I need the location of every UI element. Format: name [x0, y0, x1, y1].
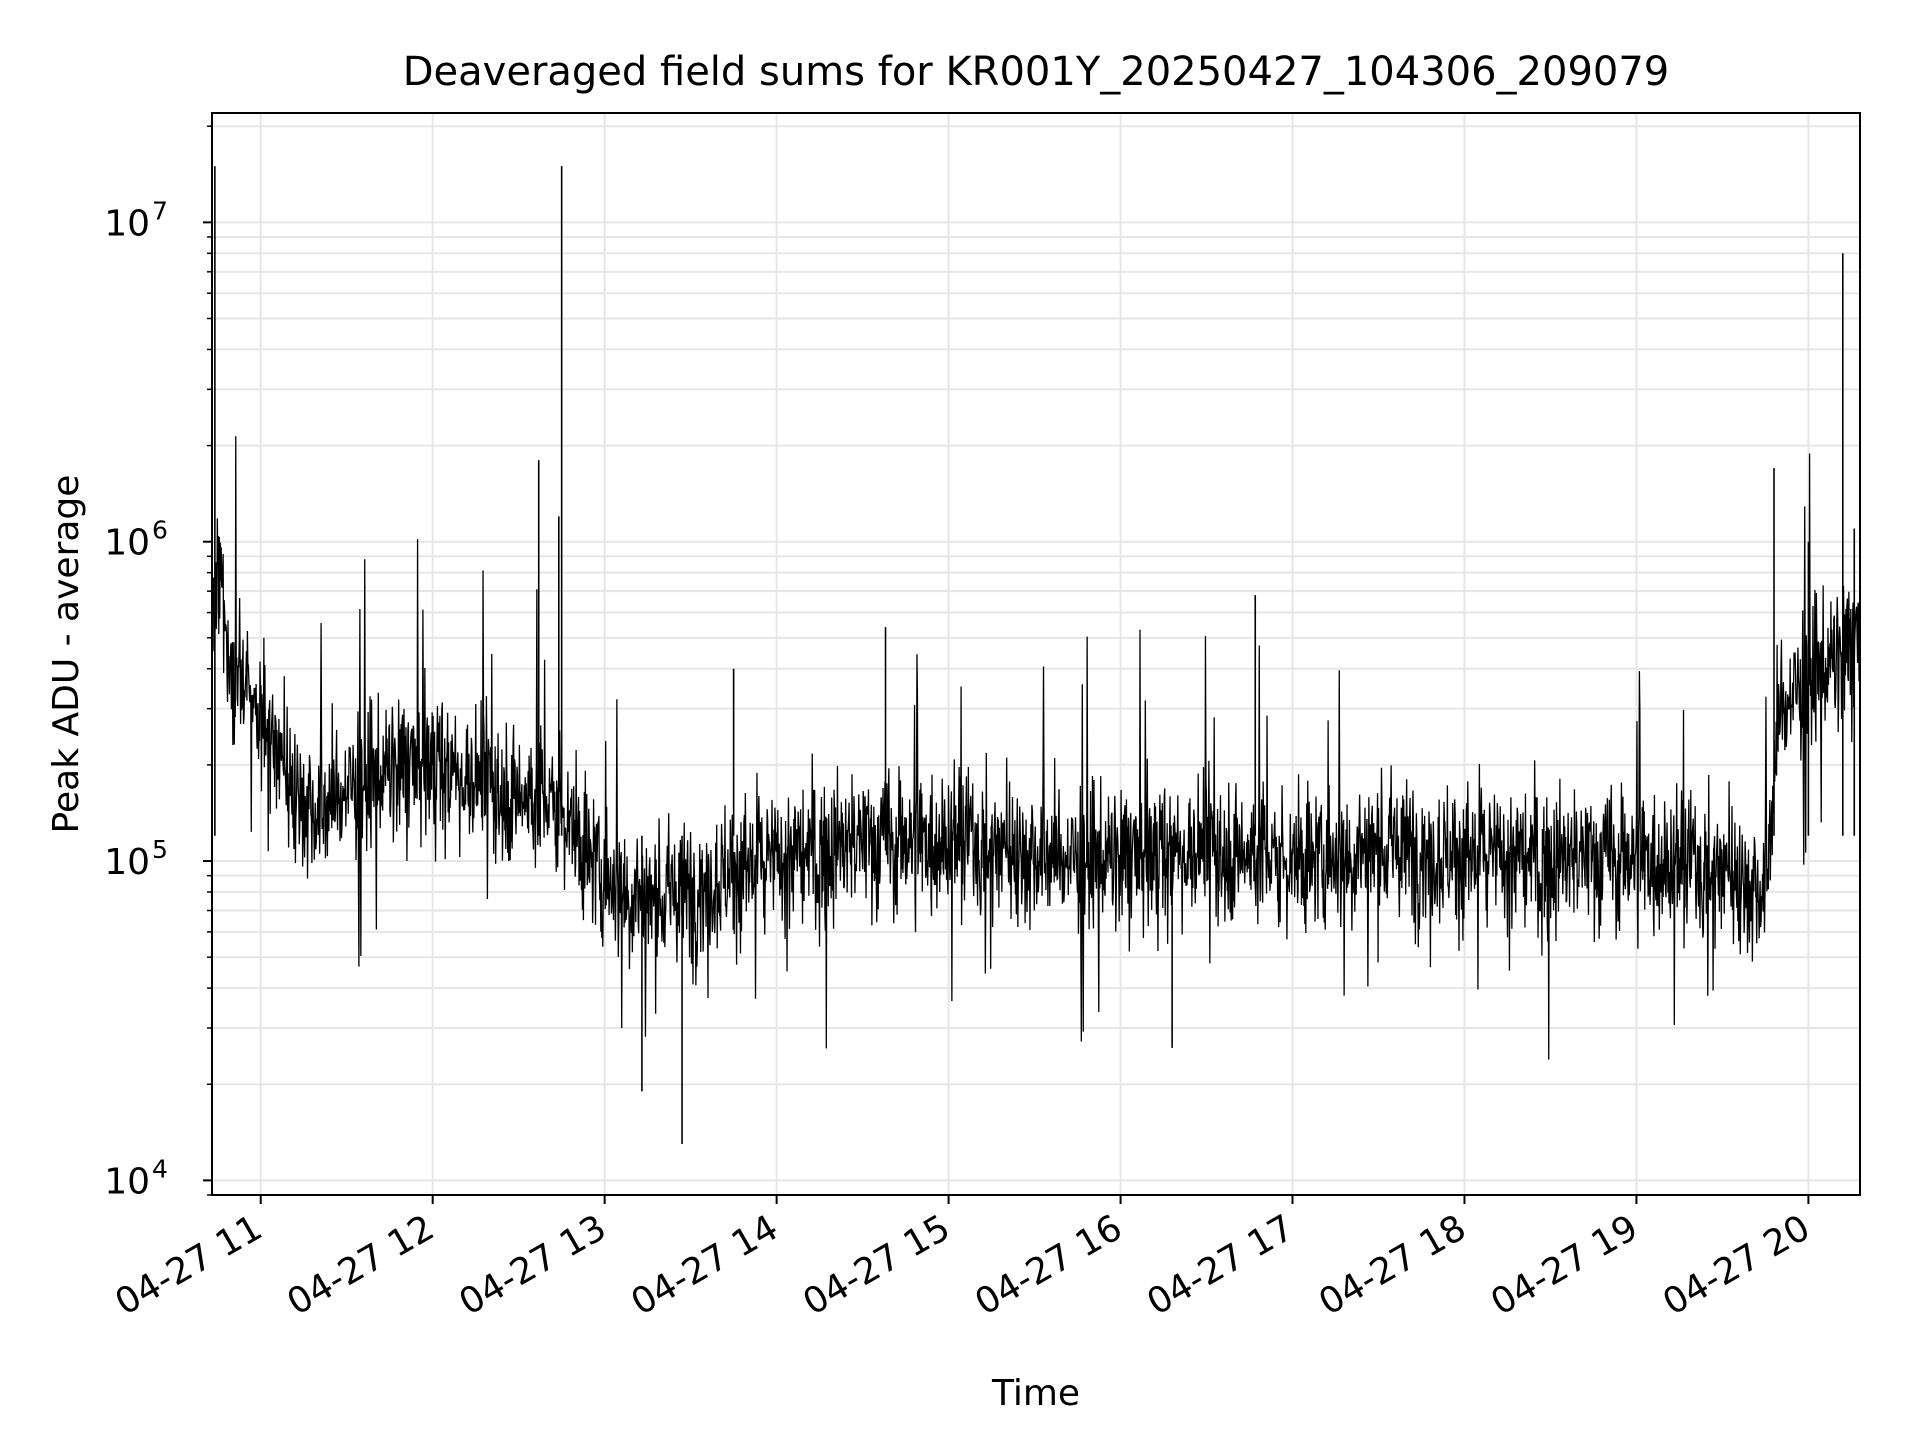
y-tick-exponent: 7	[152, 196, 168, 225]
y-tick-exponent: 6	[152, 516, 168, 545]
y-tick-label: 10	[104, 1161, 150, 1202]
x-axis-label: Time	[991, 1373, 1080, 1414]
y-axis-label: Peak ADU - average	[46, 475, 87, 834]
y-tick-label: 10	[104, 203, 150, 244]
y-tick-label: 10	[104, 842, 150, 883]
plot-frame	[211, 112, 1861, 1196]
chart-title: Deaveraged field sums for KR001Y_2025042…	[403, 49, 1670, 95]
series-layer	[212, 166, 1860, 1145]
y-tick-exponent: 4	[152, 1154, 168, 1183]
series-line	[212, 436, 1860, 1060]
y-tick-label: 10	[104, 523, 150, 564]
y-tick-exponent: 5	[152, 835, 168, 864]
